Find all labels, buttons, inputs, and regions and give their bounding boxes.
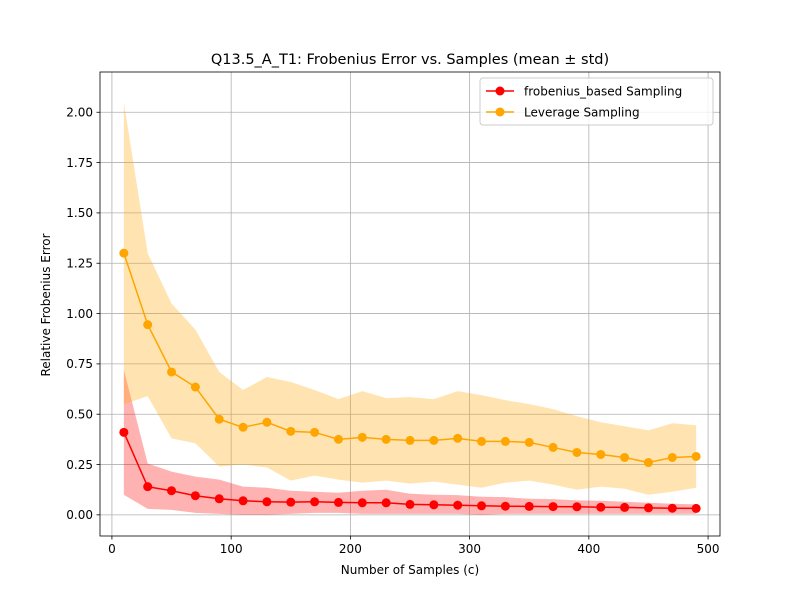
data-point-leverage-sampling (333, 434, 343, 444)
data-point-frobenius-based-sampling (357, 498, 367, 508)
data-point-frobenius-based-sampling (429, 500, 439, 510)
x-tick-label: 400 (577, 542, 600, 556)
data-point-frobenius-based-sampling (691, 503, 701, 513)
data-point-leverage-sampling (620, 452, 630, 462)
y-tick-label: 1.50 (66, 206, 93, 220)
data-point-leverage-sampling (429, 435, 439, 445)
data-point-frobenius-based-sampling (596, 502, 606, 512)
data-point-leverage-sampling (119, 248, 129, 258)
data-point-leverage-sampling (596, 449, 606, 459)
data-point-frobenius-based-sampling (119, 427, 129, 437)
data-point-frobenius-based-sampling (643, 503, 653, 513)
data-point-leverage-sampling (143, 320, 153, 330)
std-bands (123, 102, 697, 515)
data-point-frobenius-based-sampling (333, 497, 343, 507)
data-point-frobenius-based-sampling (310, 497, 320, 507)
data-point-leverage-sampling (548, 442, 558, 452)
data-point-leverage-sampling (262, 417, 272, 427)
data-point-frobenius-based-sampling (286, 497, 296, 507)
x-tick-label: 200 (339, 542, 362, 556)
y-axis-label: Relative Frobenius Error (39, 233, 53, 376)
data-point-frobenius-based-sampling (500, 501, 510, 511)
x-tick-label: 0 (108, 542, 116, 556)
y-tick-label: 1.25 (66, 257, 93, 271)
legend-box (479, 77, 714, 126)
data-point-frobenius-based-sampling (190, 491, 200, 501)
data-point-leverage-sampling (357, 432, 367, 442)
x-tick-label: 300 (458, 542, 481, 556)
data-point-leverage-sampling (381, 434, 391, 444)
data-point-frobenius-based-sampling (238, 496, 248, 506)
data-point-leverage-sampling (310, 427, 320, 437)
data-point-frobenius-based-sampling (572, 502, 582, 512)
data-point-leverage-sampling (691, 451, 701, 461)
x-tick-label: 100 (220, 542, 243, 556)
std-band-leverage-sampling (123, 102, 697, 495)
data-point-leverage-sampling (524, 437, 534, 447)
data-point-frobenius-based-sampling (167, 486, 177, 496)
y-tick-label: 0.25 (66, 458, 93, 472)
legend-label-leverage: Leverage Sampling (524, 106, 640, 120)
y-tick-label: 0.75 (66, 357, 93, 371)
data-point-frobenius-based-sampling (143, 482, 153, 492)
data-point-frobenius-based-sampling (620, 502, 630, 512)
data-point-leverage-sampling (572, 447, 582, 457)
legend-label-frobenius: frobenius_based Sampling (524, 85, 682, 99)
data-point-leverage-sampling (214, 414, 224, 424)
std-band-frobenius-based-sampling (123, 369, 697, 515)
data-point-frobenius-based-sampling (667, 503, 677, 513)
y-tick-label: 0.50 (66, 408, 93, 422)
data-point-frobenius-based-sampling (524, 501, 534, 511)
legend-marker-leverage (495, 107, 505, 117)
y-tick-label: 1.75 (66, 156, 93, 170)
plot-frame (99, 71, 721, 537)
data-point-leverage-sampling (667, 452, 677, 462)
chart-title: Q13.5_A_T1: Frobenius Error vs. Samples … (211, 52, 609, 68)
data-point-leverage-sampling (453, 433, 463, 443)
data-point-frobenius-based-sampling (477, 501, 487, 511)
legend: frobenius_based Sampling Leverage Sampli… (479, 77, 714, 126)
grid (100, 72, 720, 536)
data-point-leverage-sampling (477, 436, 487, 446)
data-point-leverage-sampling (405, 435, 415, 445)
data-point-leverage-sampling (500, 436, 510, 446)
y-tick-label: 1.00 (66, 307, 93, 321)
y-tick-label: 2.00 (66, 106, 93, 120)
data-point-frobenius-based-sampling (262, 497, 272, 507)
x-axis-label: Number of Samples (c) (341, 563, 479, 577)
data-point-frobenius-based-sampling (453, 500, 463, 510)
data-point-leverage-sampling (238, 422, 248, 432)
axes: 0 100 200 300 400 500 0.00 0.25 0.50 0.75 1.00 1.25… (66, 71, 721, 556)
legend-marker-frobenius (495, 86, 505, 96)
x-tick-label: 500 (697, 542, 720, 556)
series-lines (119, 248, 701, 513)
data-point-leverage-sampling (286, 426, 296, 436)
y-tick-label: 0.00 (66, 508, 93, 522)
data-point-leverage-sampling (167, 367, 177, 377)
data-point-frobenius-based-sampling (381, 498, 391, 508)
data-point-leverage-sampling (643, 458, 653, 468)
data-point-frobenius-based-sampling (548, 502, 558, 512)
data-point-leverage-sampling (190, 382, 200, 392)
data-point-frobenius-based-sampling (405, 499, 415, 509)
data-point-frobenius-based-sampling (214, 494, 224, 504)
